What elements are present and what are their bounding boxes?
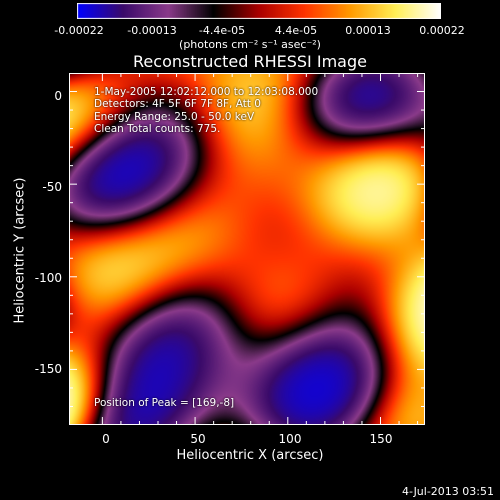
colorbar-tick-label: -0.00013 — [127, 24, 177, 37]
x-tick-label: 100 — [278, 432, 302, 446]
x-axis-label: Heliocentric X (arcsec) — [176, 448, 324, 463]
colorbar-tick-label: -4.4e-05 — [198, 24, 246, 37]
colorbar — [77, 3, 441, 19]
detectors-annotation: Detectors: 4F 5F 6F 7F 8F, Att 0 — [94, 98, 261, 110]
clean-counts-annotation: Clean Total counts: 775. — [94, 123, 221, 135]
colorbar-tick-label: 0.00013 — [345, 24, 391, 37]
y-axis-label: Heliocentric Y (arcsec) — [12, 177, 28, 324]
colorbar-tick-label: 0.00022 — [419, 24, 465, 37]
x-tick-label: 150 — [369, 432, 393, 446]
y-tick-label: -50 — [42, 180, 62, 194]
footer-date: 4-Jul-2013 03:51 — [401, 485, 494, 498]
x-tick-label: 50 — [190, 432, 206, 446]
y-tick-label: -100 — [34, 271, 62, 285]
colorbar-tick-label: -0.00022 — [54, 24, 104, 37]
peak-position-annotation: Position of Peak = [169,-8] — [94, 397, 235, 409]
energy-range-annotation: Energy Range: 25.0 - 50.0 keV — [94, 111, 255, 123]
plot-frame — [69, 73, 425, 425]
x-tick-label: 0 — [102, 432, 110, 446]
heatmap-image — [69, 73, 425, 425]
colorbar-tick-label: 4.4e-05 — [274, 24, 318, 37]
chart-title: Reconstructed RHESSI Image — [133, 52, 367, 71]
y-tick-label: 0 — [54, 89, 62, 103]
colorbar-units: (photons cm⁻² s⁻¹ asec⁻²) — [179, 38, 321, 51]
plot-border — [69, 73, 425, 425]
y-tick-label: -150 — [34, 362, 62, 376]
time-range-annotation: 1-May-2005 12:02:12.000 to 12:03:08.000 — [94, 86, 319, 98]
plot-area — [69, 73, 425, 425]
